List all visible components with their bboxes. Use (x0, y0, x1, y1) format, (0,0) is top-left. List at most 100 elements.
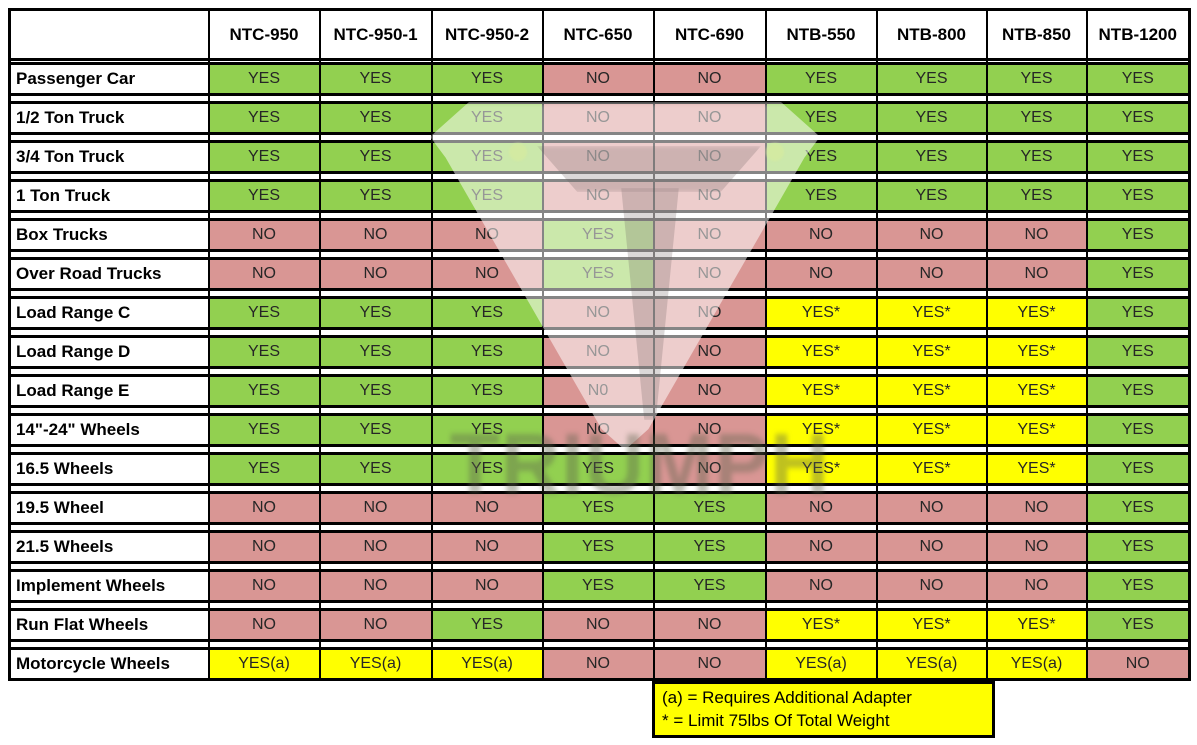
gap-cell (764, 133, 878, 142)
compat-cell: YES* (875, 335, 988, 369)
compat-cell: YES* (875, 452, 988, 486)
compat-cell: NO (430, 257, 544, 291)
gap-cell (8, 367, 210, 376)
compat-cell: NO (430, 569, 544, 603)
compat-cell: YES (875, 101, 988, 135)
gap-cell (318, 484, 433, 493)
row-gap (8, 328, 1191, 337)
gap-cell (985, 406, 1088, 415)
gap-cell (764, 523, 878, 532)
gap-cell (875, 59, 988, 64)
compat-cell: YES (207, 413, 321, 447)
gap-cell (318, 211, 433, 220)
compat-cell: NO (541, 179, 655, 213)
compat-cell: YES (1085, 608, 1191, 642)
gap-cell (875, 94, 988, 103)
gap-cell (875, 367, 988, 376)
compat-cell: YES (207, 179, 321, 213)
compat-cell: YES (207, 296, 321, 330)
table-row: Load Range D YES YES YES NO NO YES* YES* YES* YES (8, 335, 1191, 369)
gap-cell (764, 367, 878, 376)
row-gap (8, 640, 1191, 649)
gap-cell (207, 523, 321, 532)
compat-cell: NO (764, 569, 878, 603)
column-header-ntc-950-2: NTC-950-2 (430, 8, 544, 61)
compat-cell: YES* (985, 374, 1088, 408)
row-gap (8, 133, 1191, 142)
gap-cell (875, 523, 988, 532)
legend-line-weight: * = Limit 75lbs Of Total Weight (662, 711, 890, 730)
compat-cell: YES(a) (430, 647, 544, 681)
compat-cell: YES (652, 569, 767, 603)
compat-cell: YES* (875, 413, 988, 447)
gap-cell (8, 289, 210, 298)
compat-cell: YES (207, 374, 321, 408)
compat-cell: YES (430, 608, 544, 642)
compat-cell: YES (1085, 530, 1191, 564)
compat-cell: YES (1085, 413, 1191, 447)
compat-cell: NO (430, 530, 544, 564)
gap-cell (541, 59, 655, 64)
column-header-ntc-650: NTC-650 (541, 8, 655, 61)
gap-cell (1085, 94, 1191, 103)
compat-cell: NO (652, 335, 767, 369)
row-gap (8, 367, 1191, 376)
compat-cell: NO (430, 218, 544, 252)
compat-cell: YES* (764, 413, 878, 447)
gap-cell (207, 562, 321, 571)
compat-cell: NO (764, 257, 878, 291)
compat-cell: NO (652, 374, 767, 408)
compat-cell: NO (875, 218, 988, 252)
compat-cell: YES* (985, 335, 1088, 369)
compat-cell: NO (652, 608, 767, 642)
compat-cell: YES (207, 62, 321, 96)
gap-cell (875, 601, 988, 610)
gap-cell (318, 640, 433, 649)
gap-cell (764, 250, 878, 259)
gap-cell (8, 211, 210, 220)
compat-cell: N0 (541, 374, 655, 408)
gap-cell (541, 406, 655, 415)
compat-cell: YES (541, 218, 655, 252)
column-header-ntc-950: NTC-950 (207, 8, 321, 61)
compat-cell: YES (430, 101, 544, 135)
row-label: 3/4 Ton Truck (8, 140, 210, 174)
gap-cell (8, 328, 210, 337)
gap-cell (318, 445, 433, 454)
gap-cell (985, 59, 1088, 64)
gap-cell (652, 367, 767, 376)
compat-cell: YES (430, 335, 544, 369)
row-label: 16.5 Wheels (8, 452, 210, 486)
gap-cell (764, 59, 878, 64)
compat-cell: NO (652, 452, 767, 486)
gap-cell (207, 211, 321, 220)
table-row: Passenger Car YES YES YES NO NO YES YES YES YES (8, 62, 1191, 96)
compat-cell: NO (207, 257, 321, 291)
gap-cell (8, 250, 210, 259)
compat-cell: YES* (985, 452, 1088, 486)
gap-cell (430, 172, 544, 181)
row-gap (8, 211, 1191, 220)
gap-cell (8, 406, 210, 415)
gap-cell (318, 406, 433, 415)
compat-cell: NO (541, 62, 655, 96)
gap-cell (430, 94, 544, 103)
row-gap (8, 289, 1191, 298)
gap-cell (764, 640, 878, 649)
compat-cell: YES* (875, 374, 988, 408)
compat-cell: NO (207, 569, 321, 603)
gap-cell (8, 172, 210, 181)
table-row: Over Road Trucks NO NO NO YES NO NO NO NO YES (8, 257, 1191, 291)
table-row: 21.5 Wheels NO NO NO YES YES NO NO NO YES (8, 530, 1191, 564)
gap-cell (207, 367, 321, 376)
compat-cell: YES (1085, 257, 1191, 291)
gap-cell (985, 172, 1088, 181)
compat-cell: NO (764, 491, 878, 525)
compat-cell: YES (207, 452, 321, 486)
gap-cell (1085, 211, 1191, 220)
compat-cell: YES (207, 101, 321, 135)
compat-cell: YES* (764, 335, 878, 369)
gap-cell (1085, 562, 1191, 571)
gap-cell (8, 484, 210, 493)
compat-cell: NO (875, 530, 988, 564)
